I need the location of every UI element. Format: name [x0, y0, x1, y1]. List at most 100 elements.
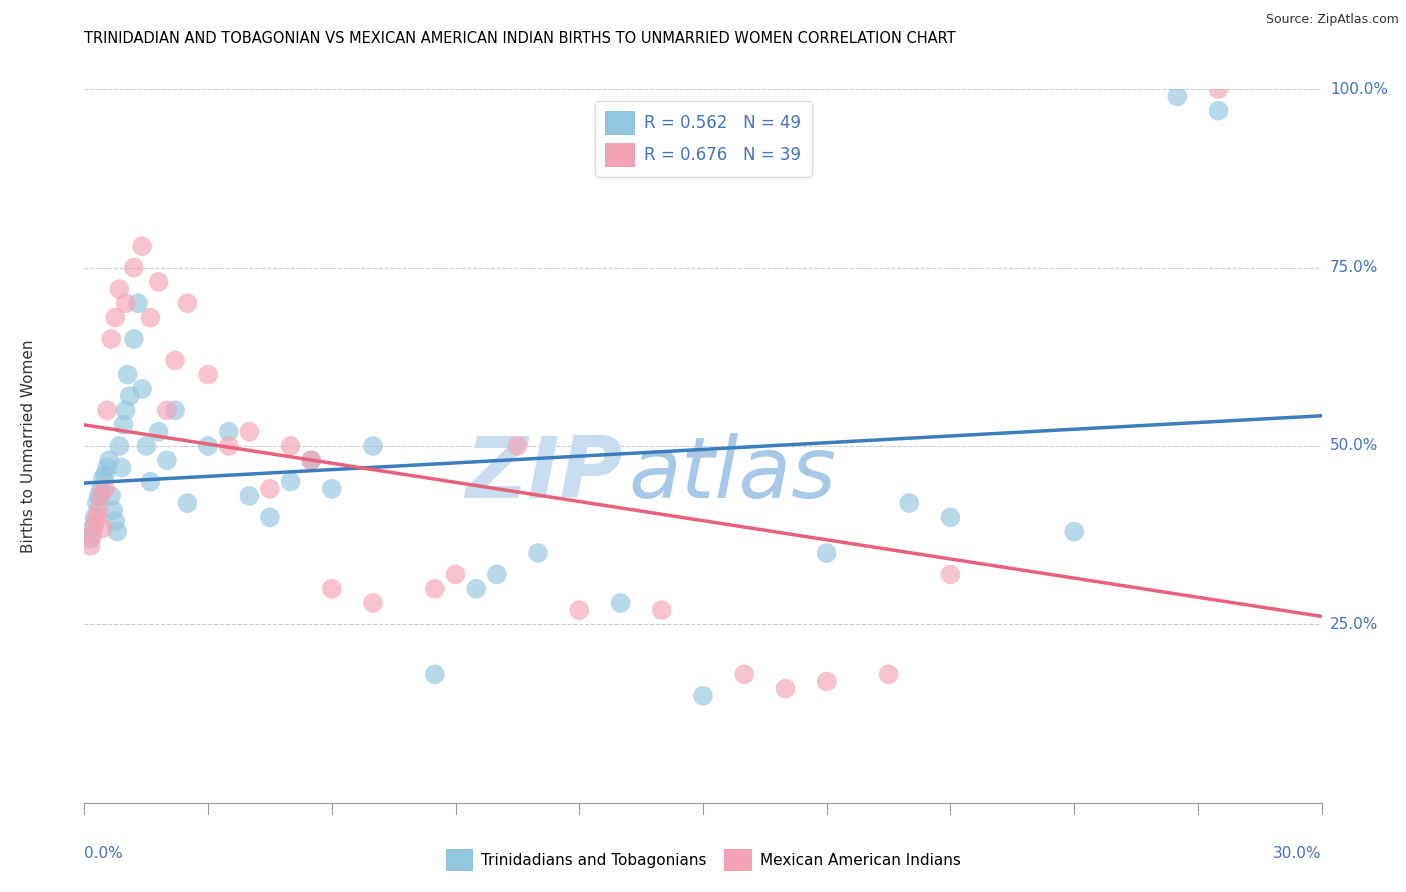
Point [280, 475, 302, 489]
Point [118, 389, 141, 403]
Point [127, 296, 149, 310]
Point [651, 603, 673, 617]
Point [197, 439, 219, 453]
Text: 75.0%: 75.0% [1330, 260, 1378, 275]
Legend: Trinidadians and Tobagonians, Mexican American Indians: Trinidadians and Tobagonians, Mexican Am… [440, 843, 966, 877]
Point [568, 603, 591, 617]
Point [176, 496, 198, 510]
Point [939, 567, 962, 582]
Text: atlas: atlas [628, 433, 837, 516]
Point [815, 546, 838, 560]
Point [103, 503, 125, 517]
Point [280, 439, 302, 453]
Point [465, 582, 488, 596]
Point [877, 667, 900, 681]
Point [131, 382, 153, 396]
Point [98, 453, 121, 467]
Point [733, 667, 755, 681]
Point [139, 475, 162, 489]
Point [156, 453, 179, 467]
Point [96, 460, 118, 475]
Text: 30.0%: 30.0% [1274, 846, 1322, 861]
Point [91, 521, 114, 535]
Text: 25.0%: 25.0% [1330, 617, 1378, 632]
Point [197, 368, 219, 382]
Point [108, 282, 131, 296]
Point [86, 496, 108, 510]
Point [90, 489, 112, 503]
Point [1208, 82, 1230, 96]
Point [100, 332, 122, 346]
Point [485, 567, 508, 582]
Point [112, 417, 135, 432]
Point [775, 681, 797, 696]
Point [165, 353, 187, 368]
Point [122, 260, 145, 275]
Point [218, 439, 240, 453]
Point [83, 517, 105, 532]
Point [299, 453, 322, 467]
Point [1166, 89, 1188, 103]
Point [1063, 524, 1085, 539]
Point [131, 239, 153, 253]
Point [321, 582, 343, 596]
Point [609, 596, 631, 610]
Text: 50.0%: 50.0% [1330, 439, 1378, 453]
Point [117, 368, 139, 382]
Point [176, 296, 198, 310]
Point [79, 539, 101, 553]
Point [815, 674, 838, 689]
Point [114, 296, 136, 310]
Point [321, 482, 343, 496]
Point [86, 510, 108, 524]
Point [94, 482, 117, 496]
Text: 0.0%: 0.0% [84, 846, 124, 861]
Point [423, 582, 446, 596]
Point [259, 510, 281, 524]
Point [104, 310, 127, 325]
Point [361, 439, 384, 453]
Point [259, 482, 281, 496]
Point [527, 546, 550, 560]
Point [218, 425, 240, 439]
Point [100, 489, 122, 503]
Point [156, 403, 179, 417]
Point [444, 567, 467, 582]
Point [82, 528, 104, 542]
Point [423, 667, 446, 681]
Point [105, 524, 128, 539]
Point [91, 471, 114, 485]
Point [135, 439, 157, 453]
Text: Source: ZipAtlas.com: Source: ZipAtlas.com [1265, 13, 1399, 27]
Point [83, 510, 105, 524]
Point [79, 532, 101, 546]
Point [165, 403, 187, 417]
Point [148, 425, 170, 439]
Point [299, 453, 322, 467]
Point [87, 489, 110, 503]
Point [90, 482, 112, 496]
Text: TRINIDADIAN AND TOBAGONIAN VS MEXICAN AMERICAN INDIAN BIRTHS TO UNMARRIED WOMEN : TRINIDADIAN AND TOBAGONIAN VS MEXICAN AM… [84, 31, 956, 46]
Point [122, 332, 145, 346]
Point [939, 510, 962, 524]
Text: 100.0%: 100.0% [1330, 82, 1388, 96]
Point [87, 503, 110, 517]
Point [94, 467, 117, 482]
Point [898, 496, 921, 510]
Point [110, 460, 132, 475]
Point [114, 403, 136, 417]
Point [506, 439, 529, 453]
Point [139, 310, 162, 325]
Point [108, 439, 131, 453]
Point [692, 689, 714, 703]
Point [104, 514, 127, 528]
Point [82, 521, 104, 535]
Point [148, 275, 170, 289]
Point [238, 489, 260, 503]
Text: Births to Unmarried Women: Births to Unmarried Women [21, 339, 37, 553]
Point [1208, 103, 1230, 118]
Text: ZIP: ZIP [465, 433, 623, 516]
Point [96, 403, 118, 417]
Point [238, 425, 260, 439]
Point [361, 596, 384, 610]
